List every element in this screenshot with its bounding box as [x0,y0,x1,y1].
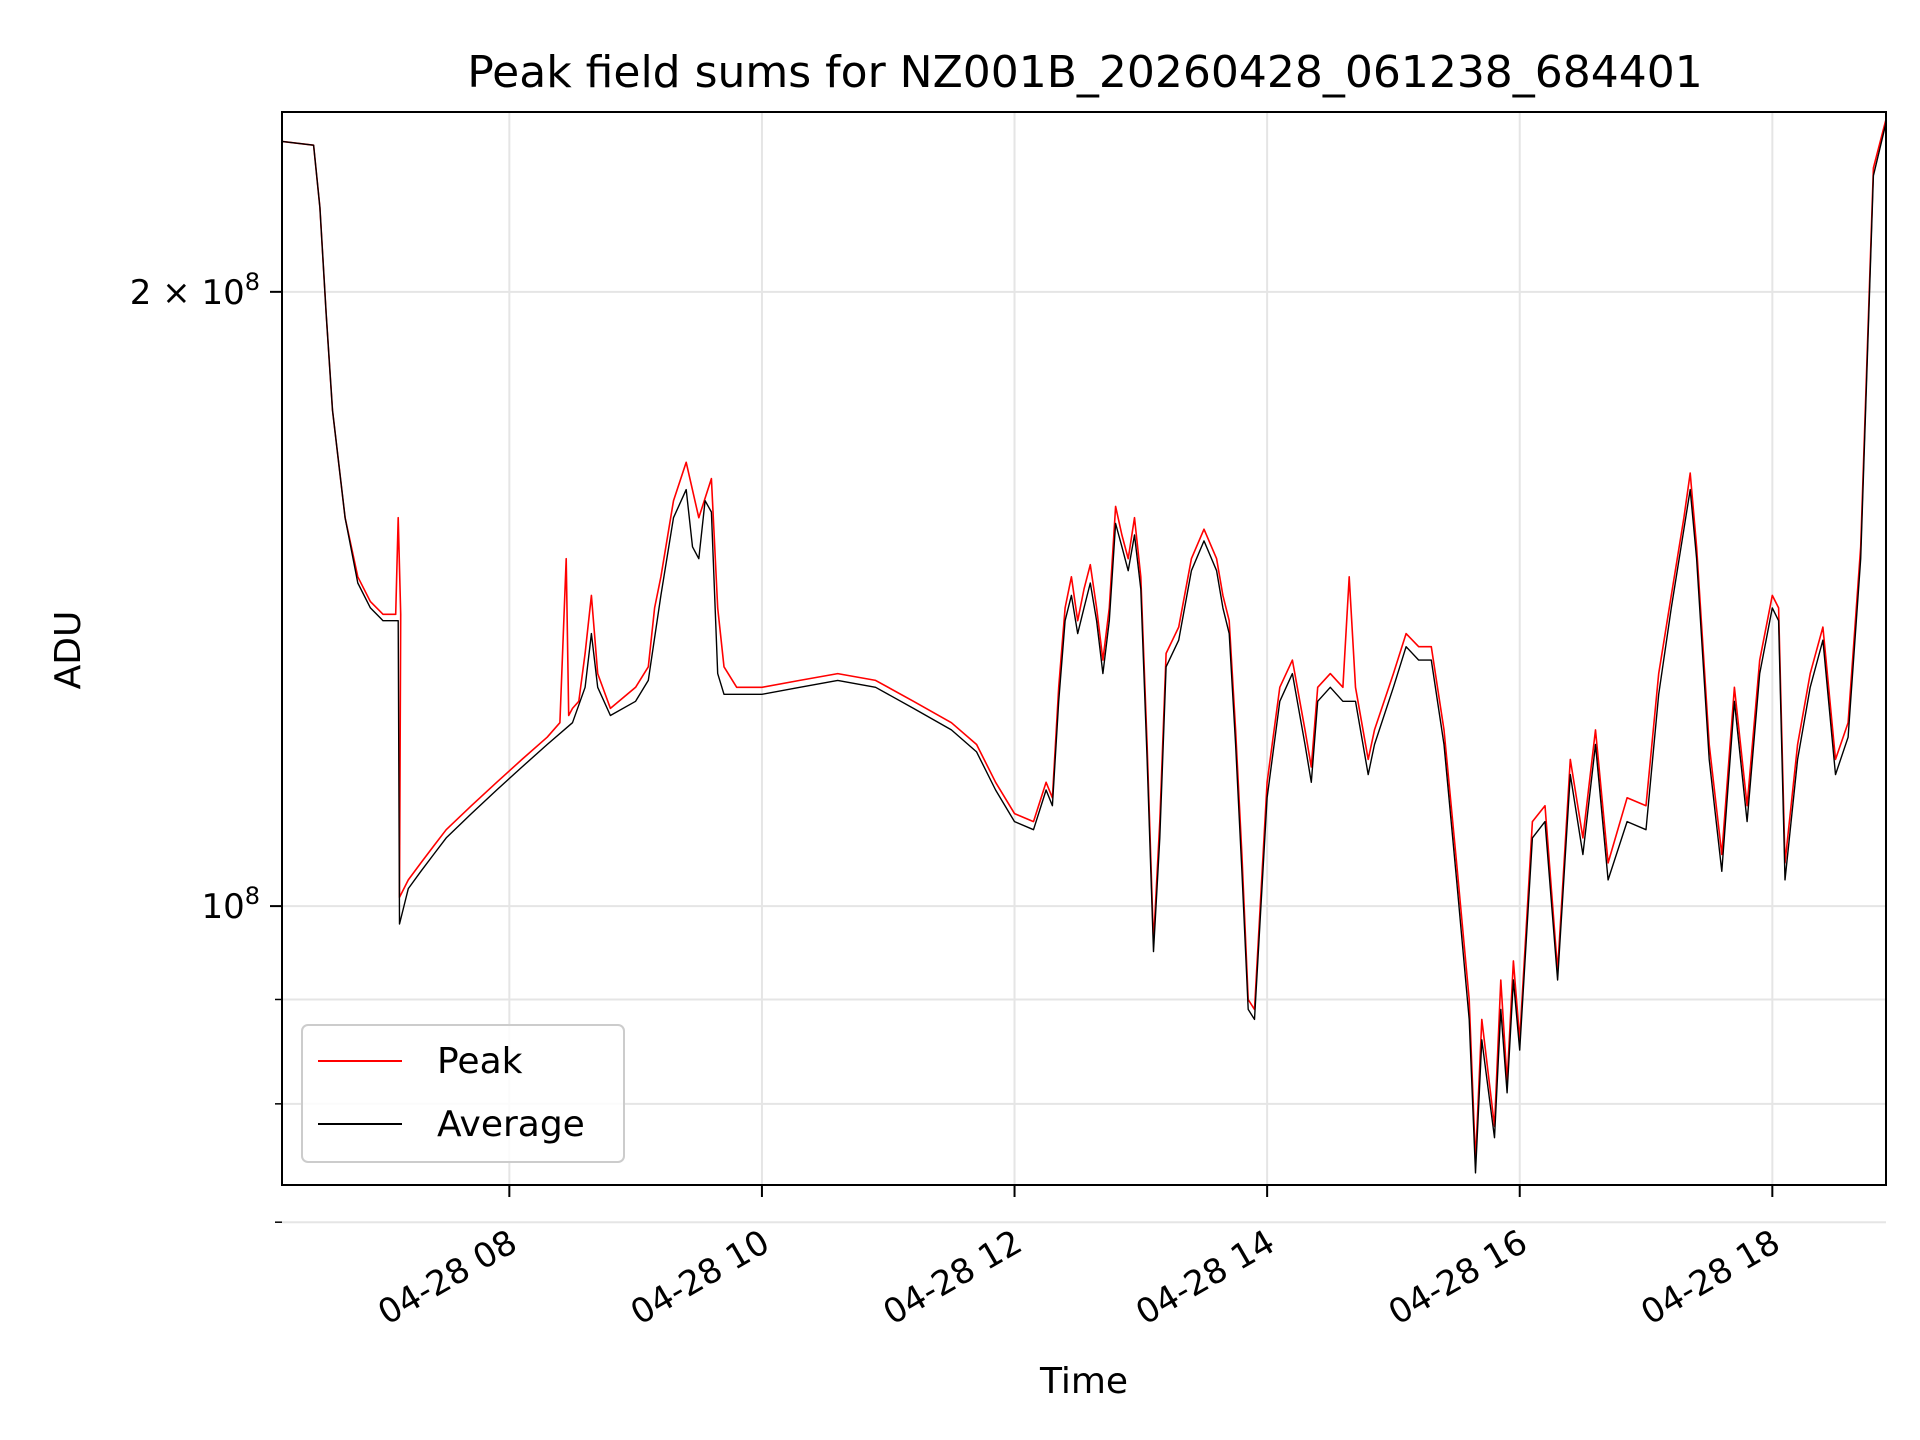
legend-average-label: Average [437,1104,585,1145]
series-line-average [281,122,1887,1174]
y-axis-ticks: 108 2 × 108 [130,268,282,1223]
legend-box [301,1024,625,1163]
plot-frame [281,111,1887,1186]
legend-peak-label: Peak [437,1041,523,1082]
data-series [281,119,1887,1174]
grid-lines [282,112,1886,1224]
x-axis-label: Time [1039,1361,1128,1402]
y-tick-label: 2 × 108 [130,268,260,313]
y-axis-label: ADU [48,611,89,690]
y-tick-label: 108 [201,882,260,927]
chart-title: Peak field sums for NZ001B_20260428_0612… [467,47,1703,98]
legend: Peak Average [301,1024,625,1163]
